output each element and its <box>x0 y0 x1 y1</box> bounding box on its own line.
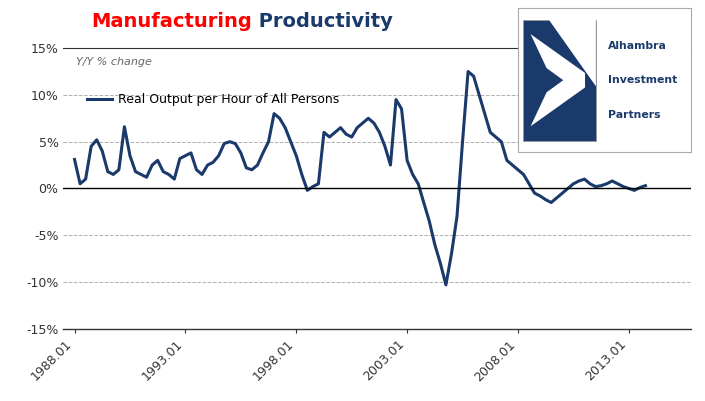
Text: Productivity: Productivity <box>252 12 393 31</box>
Bar <box>523 20 596 141</box>
Text: Investment: Investment <box>608 75 678 85</box>
Legend: Real Output per Hour of All Persons: Real Output per Hour of All Persons <box>82 88 345 111</box>
Text: Partners: Partners <box>608 110 661 120</box>
Text: Y/Y % change: Y/Y % change <box>76 57 152 67</box>
Text: Alhambra: Alhambra <box>608 41 667 51</box>
Text: Manufacturing: Manufacturing <box>92 12 252 31</box>
Polygon shape <box>531 34 585 126</box>
Polygon shape <box>548 20 596 86</box>
